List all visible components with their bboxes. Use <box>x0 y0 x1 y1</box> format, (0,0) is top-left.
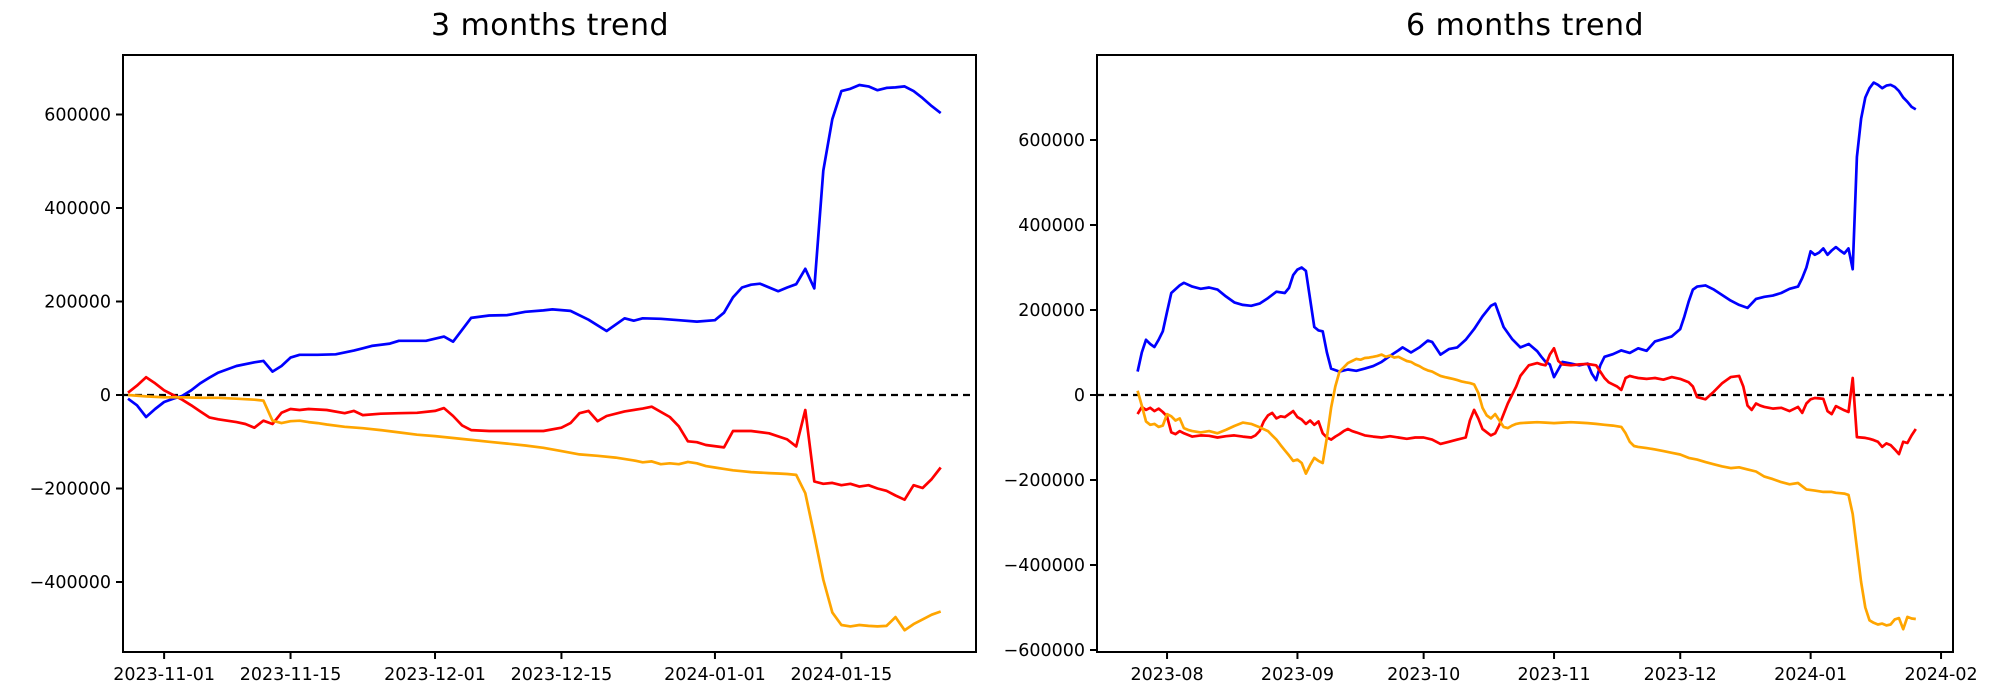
y-tick-label: 200000 <box>44 293 111 313</box>
series-line-red <box>127 375 942 502</box>
y-tick-label: −600000 <box>1004 641 1085 661</box>
chart-6-months-trend: 6 months trend 600000 400000 200000 0 −20000… <box>1000 0 2000 700</box>
chart-title: 6 months trend <box>1405 8 1645 43</box>
y-tick-label: −400000 <box>30 573 111 593</box>
x-tick-label: 2023-12-01 <box>384 665 486 685</box>
y-tick-label: −200000 <box>30 480 111 500</box>
x-tick-label: 2023-11 <box>1517 665 1590 685</box>
y-tick-label: 600000 <box>44 106 111 126</box>
y-tick-label: 0 <box>100 386 111 406</box>
x-tick-label: 2023-08 <box>1130 665 1203 685</box>
y-tick-label: 200000 <box>1018 301 1085 321</box>
x-tick-label: 2023-10 <box>1387 665 1460 685</box>
series-line-orange <box>127 393 942 632</box>
x-tick-label: 2024-02 <box>1904 665 1977 685</box>
series-line-blue <box>127 83 942 419</box>
x-tick-label: 2023-09 <box>1261 665 1334 685</box>
x-tick-label: 2024-01 <box>1774 665 1847 685</box>
y-tick-label: 400000 <box>44 199 111 219</box>
chart-plot-area: 600000 400000 200000 0 −200000 −400000 2023-11… <box>30 54 977 685</box>
y-tick-label: 600000 <box>1018 131 1085 151</box>
y-tick-label: −400000 <box>1004 556 1085 576</box>
plot-border <box>1096 54 1954 653</box>
series-line-blue <box>1136 81 1917 382</box>
series-line-red <box>1136 346 1917 456</box>
chart-plot-area: 600000 400000 200000 0 −200000 −400000 −600000… <box>1004 54 1978 685</box>
plot-border <box>122 54 977 653</box>
chart-3-months-trend: 3 months trend 600000 400000 200000 0 −20000… <box>30 8 977 685</box>
x-tick-label: 2023-12-15 <box>511 665 613 685</box>
y-tick-label: 400000 <box>1018 216 1085 236</box>
y-tick-label: 0 <box>1074 386 1085 406</box>
x-tick-label: 2023-11-15 <box>240 665 342 685</box>
x-tick-label: 2023-11-01 <box>113 665 215 685</box>
chart-title: 3 months trend <box>430 8 670 43</box>
y-tick-label: −200000 <box>1004 471 1085 491</box>
x-tick-label: 2024-01-15 <box>791 665 893 685</box>
x-tick-label: 2023-12 <box>1644 665 1717 685</box>
series-line-orange <box>1136 353 1916 631</box>
x-tick-label: 2024-01-01 <box>664 665 766 685</box>
